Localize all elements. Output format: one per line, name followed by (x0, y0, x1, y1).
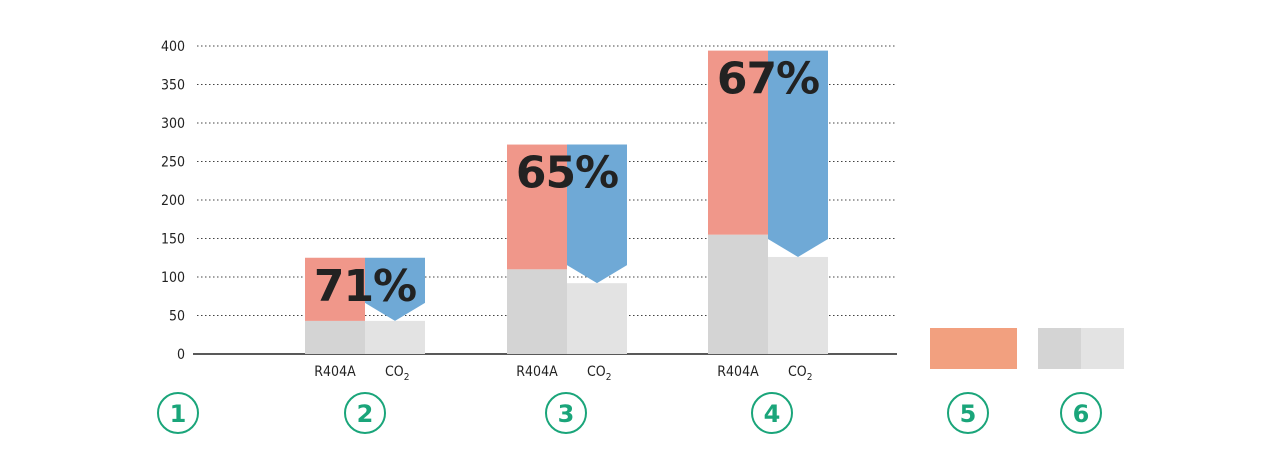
bar-co2-arrow (567, 144, 627, 284)
y-tick-label: 100 (161, 270, 185, 286)
y-tick-label: 150 (161, 232, 185, 248)
bar-co2-arrow (365, 257, 425, 321)
x-label-co2: CO2 (385, 364, 409, 383)
bar-co2-base (365, 320, 425, 354)
number-circle-label: 3 (558, 400, 575, 428)
legend-swatch-base-light (1081, 328, 1124, 369)
x-label-r404a: R404A (314, 364, 356, 380)
number-circle-label: 2 (357, 400, 374, 428)
number-circle (344, 392, 386, 434)
number-circle-label: 5 (960, 400, 977, 428)
x-label-co2: CO2 (788, 364, 812, 383)
x-label-co2-subscript: 2 (807, 372, 813, 383)
number-circle (1060, 392, 1102, 434)
y-tick-label: 50 (169, 309, 185, 325)
y-tick-label: 250 (161, 155, 185, 171)
percent-label: 71% (314, 261, 416, 312)
number-circle (947, 392, 989, 434)
bars: 71% 65% 67% (305, 50, 828, 354)
y-tick-label: 200 (161, 193, 185, 209)
percent-label: 67% (717, 54, 819, 105)
bar-r404a-base (507, 269, 567, 354)
y-tick-label: 400 (161, 39, 185, 55)
bar-r404a-reduction (708, 50, 768, 235)
number-circle (545, 392, 587, 434)
bar-co2-base (768, 256, 828, 354)
x-label-co2-subscript: 2 (606, 372, 612, 383)
number-circle-label: 1 (170, 400, 187, 428)
legend-swatch-reduction (930, 328, 1017, 369)
x-label-r404a: R404A (516, 364, 558, 380)
bar-co2-base (567, 283, 627, 354)
bar-r404a-reduction (305, 257, 365, 321)
number-circles: 1 2 3 4 5 6 (157, 392, 1102, 434)
number-circle-label: 4 (764, 400, 781, 428)
number-circle (751, 392, 793, 434)
bar-r404a-base (305, 320, 365, 354)
x-labels: R404A CO2 R404A CO2 R404A CO2 (314, 364, 812, 383)
legend-swatch-base-dark (1038, 328, 1081, 369)
bar-r404a-base (708, 234, 768, 354)
y-tick-label: 0 (177, 347, 185, 363)
legend (930, 328, 1124, 369)
percent-label: 65% (516, 148, 618, 199)
number-circle (157, 392, 199, 434)
y-tick-label: 300 (161, 116, 185, 132)
x-label-co2-subscript: 2 (404, 372, 410, 383)
number-circle-label: 6 (1073, 400, 1090, 428)
y-tick-label: 350 (161, 78, 185, 94)
x-label-co2: CO2 (587, 364, 611, 383)
bar-co2-arrow (768, 50, 828, 257)
x-label-r404a: R404A (717, 364, 759, 380)
bar-r404a-reduction (507, 144, 567, 270)
